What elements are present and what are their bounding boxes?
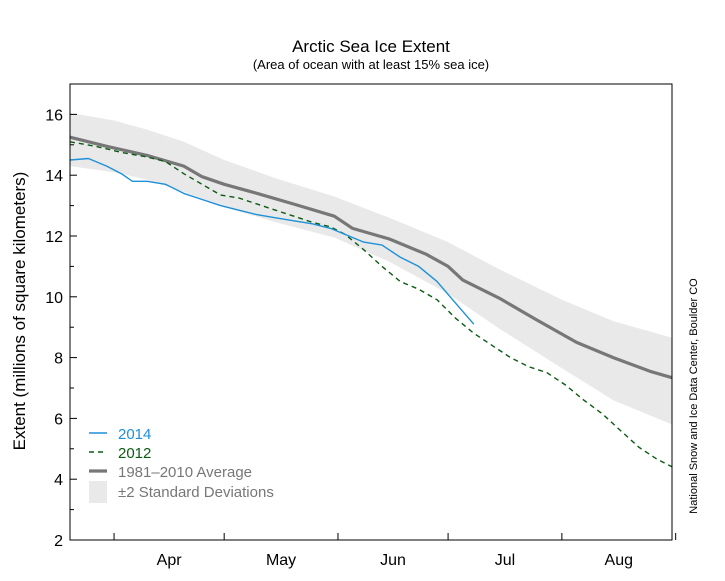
y-tick-label: 8: [54, 351, 63, 368]
plot-area: 2 4 6 8 10 12 14 16 Apr May Jun Jul Aug: [45, 83, 677, 569]
series-line-2014: [70, 157, 475, 325]
chart-title: Arctic Sea Ice Extent: [292, 37, 450, 56]
credit-text: National Snow and Ice Data Center, Bould…: [688, 278, 700, 514]
chart-subtitle: (Area of ocean with at least 15% sea ice…: [253, 57, 489, 72]
series-line-average: [70, 135, 672, 380]
x-tick-label: Aug: [605, 552, 633, 569]
legend-label-band: ±2 Standard Deviations: [118, 484, 274, 501]
series-line-2012: [70, 141, 672, 468]
x-tick-label: Jul: [495, 552, 515, 569]
legend: 2014 2012 1981–2010 Average ±2 Standard …: [89, 426, 274, 503]
y-axis-label: Extent (millions of square kilometers): [10, 172, 29, 451]
x-tick-label: Apr: [157, 552, 183, 569]
x-tick-label: May: [266, 552, 296, 569]
std-dev-band: [70, 112, 672, 451]
legend-label-average: 1981–2010 Average: [118, 464, 252, 481]
y-tick-label: 12: [45, 229, 63, 246]
x-tick-label: Jun: [380, 552, 406, 569]
y-tick-label: 10: [45, 290, 63, 307]
y-tick-label: 4: [54, 472, 63, 489]
legend-label-2012: 2012: [118, 445, 151, 462]
plot-frame: [69, 83, 673, 541]
y-tick-label: 6: [54, 411, 63, 428]
y-tick-label: 2: [54, 533, 63, 550]
legend-label-2014: 2014: [118, 426, 151, 443]
legend-swatch-band: [89, 481, 107, 503]
y-tick-label: 14: [45, 168, 63, 185]
y-tick-label: 16: [45, 107, 63, 124]
